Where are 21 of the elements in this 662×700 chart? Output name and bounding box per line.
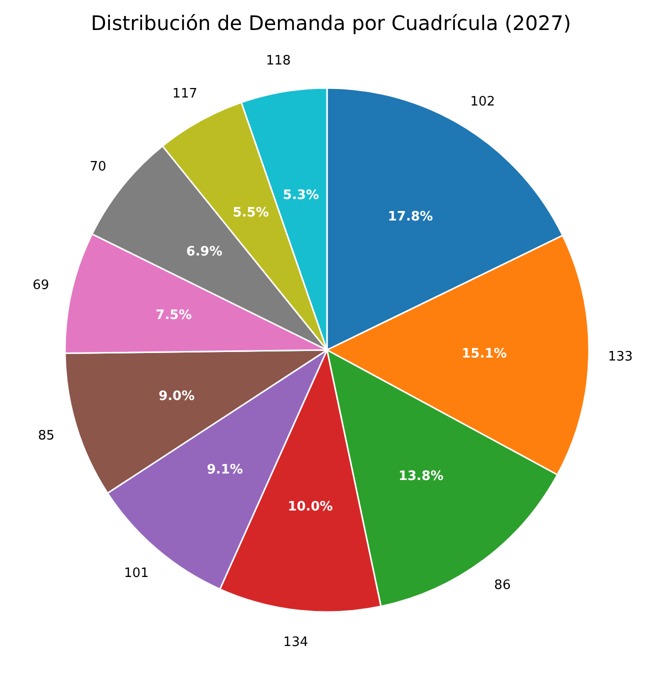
data-label: 9.1% bbox=[206, 462, 243, 478]
slice-label: 69 bbox=[32, 278, 50, 294]
data-label: 10.0% bbox=[288, 499, 333, 514]
slice-label: 117 bbox=[172, 86, 198, 102]
data-label: 5.3% bbox=[282, 188, 319, 203]
slice-label: 118 bbox=[266, 54, 291, 69]
data-label: 13.8% bbox=[398, 469, 444, 484]
data-label: 6.9% bbox=[186, 244, 222, 260]
data-label: 17.8% bbox=[388, 210, 433, 225]
slice-label: 134 bbox=[283, 634, 308, 650]
data-label: 15.1% bbox=[462, 346, 507, 362]
slice-label: 101 bbox=[124, 566, 149, 582]
slice-label: 86 bbox=[494, 578, 511, 594]
data-label: 9.0% bbox=[158, 388, 195, 404]
data-label: 5.5% bbox=[232, 205, 269, 220]
chart-title: Distribución de Demanda por Cuadrícula (2027) bbox=[90, 11, 572, 35]
slice-label: 133 bbox=[608, 349, 633, 364]
slice-label: 70 bbox=[90, 160, 106, 175]
data-label: 7.5% bbox=[156, 308, 192, 324]
slice-label: 102 bbox=[470, 94, 496, 110]
slice-label: 85 bbox=[38, 428, 55, 444]
